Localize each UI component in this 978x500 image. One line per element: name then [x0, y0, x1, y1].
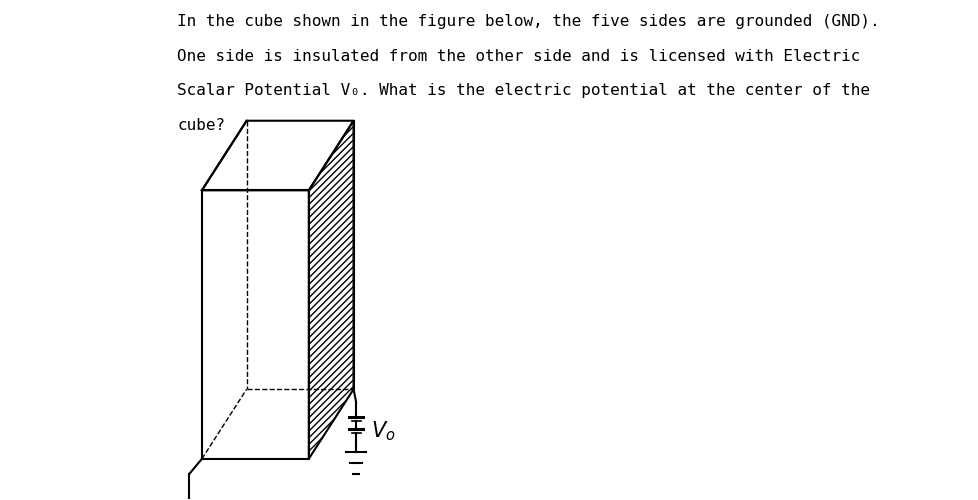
- Text: One side is insulated from the other side and is licensed with Electric: One side is insulated from the other sid…: [177, 48, 860, 64]
- Polygon shape: [308, 120, 353, 459]
- Text: $V_o$: $V_o$: [371, 420, 395, 444]
- Text: cube?: cube?: [177, 118, 225, 133]
- Text: In the cube shown in the figure below, the five sides are grounded (GND).: In the cube shown in the figure below, t…: [177, 14, 879, 29]
- Text: Scalar Potential V₀. What is the electric potential at the center of the: Scalar Potential V₀. What is the electri…: [177, 84, 869, 98]
